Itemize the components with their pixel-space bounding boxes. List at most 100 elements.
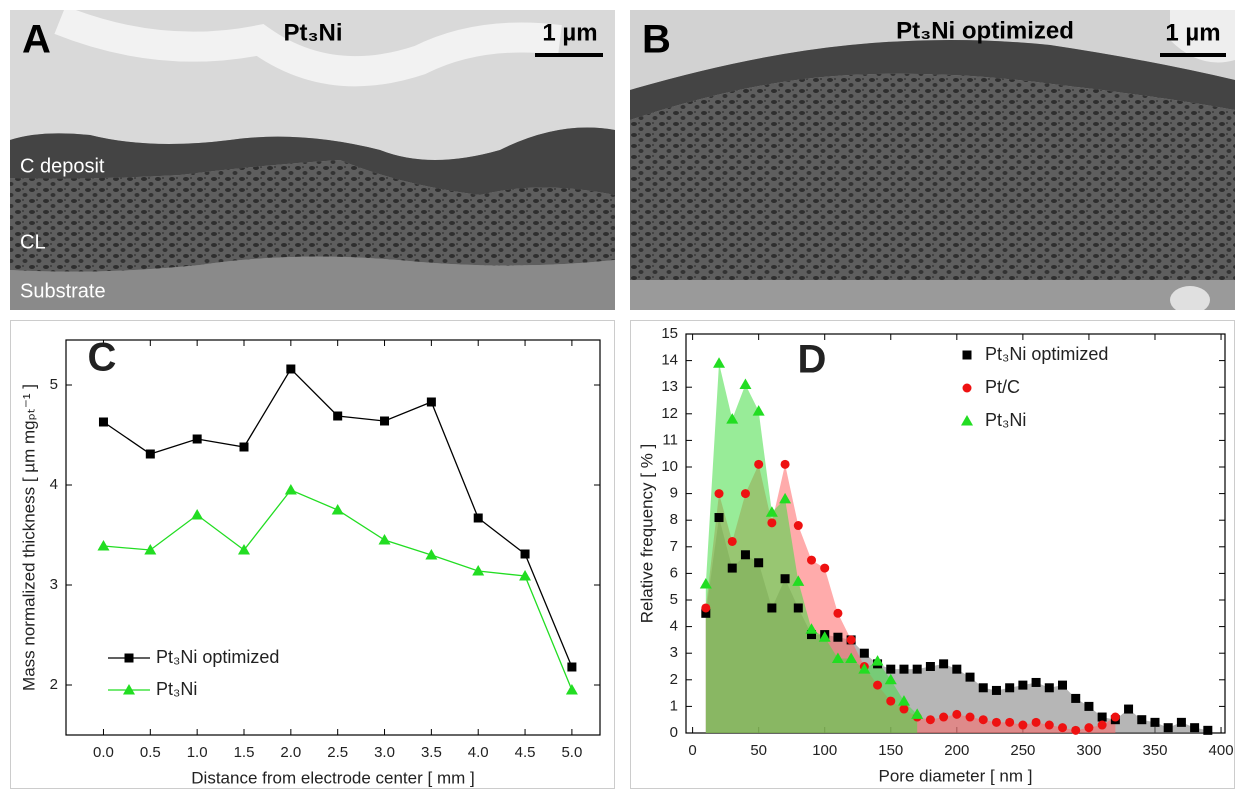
data-point [991,717,1001,727]
data-point [818,631,831,642]
y-axis-label: Relative frequency [ % ] [637,444,656,624]
legend-marker [961,415,973,426]
data-point [858,663,871,674]
data-point [425,549,438,560]
data-point [286,364,296,374]
legend-marker [962,350,972,360]
data-point [565,684,578,695]
data-point [727,536,737,546]
y-tick-label: 7 [670,538,678,555]
data-point [1071,725,1081,735]
data-point [97,540,110,551]
y-tick-label: 3 [670,644,678,661]
data-point [1203,725,1213,735]
x-tick-label: 3.0 [374,744,395,761]
data-point [780,459,790,469]
data-point [1005,717,1015,727]
data-point [767,603,777,613]
data-point [792,575,805,586]
layer-label: CL [20,231,46,253]
x-tick-label: 150 [878,742,903,759]
legend-marker [123,684,135,695]
scale-bar-label: 1 µm [1165,19,1220,46]
y-tick-label: 1 [670,697,678,714]
y-tick-label: 4 [50,476,58,493]
data-point [713,357,726,368]
data-point [699,578,712,589]
plot-frame [65,339,601,736]
data-point [1058,723,1068,733]
data-point [1031,677,1041,687]
data-point [98,417,108,427]
data-point [1150,717,1160,727]
data-point [519,570,532,581]
data-point [426,397,436,407]
data-point [912,664,922,674]
x-tick-label: 100 [812,742,837,759]
y-tick-label: 2 [50,676,58,693]
panel-label: C [88,336,117,380]
y-axis-label: Mass normalized thickness [ µm mgₚₜ⁻¹ ] [19,384,38,691]
data-point [1005,683,1015,693]
data-point [239,442,249,452]
data-point [965,672,975,682]
data-point [1031,717,1041,727]
panel-title: Pt₃Ni optimized [896,17,1074,44]
panel-label: D [798,338,827,382]
data-point [331,504,344,515]
data-point [899,664,909,674]
x-tick-label: 1.0 [187,744,208,761]
x-tick-label: 0.0 [93,744,114,761]
data-point [1124,704,1134,714]
data-point [284,484,297,495]
data-point [473,513,483,523]
data-point [952,664,962,674]
panel-title: Pt₃Ni [283,19,342,46]
data-point [1190,723,1200,733]
data-point [1097,720,1107,730]
data-point [520,549,530,559]
x-tick-label: 350 [1142,742,1167,759]
y-tick-label: 13 [661,378,678,395]
data-point [754,558,764,568]
data-point [897,695,910,706]
y-tick-label: 6 [670,564,678,581]
data-point [1137,715,1147,725]
data-point [965,712,975,722]
data-point [701,608,711,618]
x-tick-label: 3.5 [421,744,442,761]
data-point [871,655,884,666]
data-point [1058,680,1068,690]
x-tick-label: 4.5 [515,744,536,761]
data-point [831,652,844,664]
legend-label: Pt₃Ni [985,410,1026,430]
x-tick-label: 50 [750,742,767,759]
y-tick-label: 3 [50,576,58,593]
data-point [805,623,818,634]
data-point [873,680,883,690]
series-area [705,363,918,733]
data-point [1163,723,1173,733]
y-tick-label: 0 [670,724,678,741]
y-tick-label: 9 [670,485,678,502]
data-point [884,673,897,685]
data-point [807,630,817,640]
data-point [740,489,750,499]
y-tick-label: 2 [670,671,678,688]
x-tick-label: 200 [944,742,969,759]
data-point [925,662,935,671]
y-tick-label: 4 [670,618,678,635]
data-point [740,550,750,560]
data-point [1018,680,1028,690]
data-point [754,459,764,469]
data-point [192,434,202,444]
data-point [726,413,739,424]
data-point [978,683,988,693]
data-point [739,378,752,390]
legend-label: Pt/C [985,377,1020,397]
data-point [899,704,909,714]
data-point [472,565,485,576]
data-point [380,416,390,426]
data-point [144,544,157,555]
